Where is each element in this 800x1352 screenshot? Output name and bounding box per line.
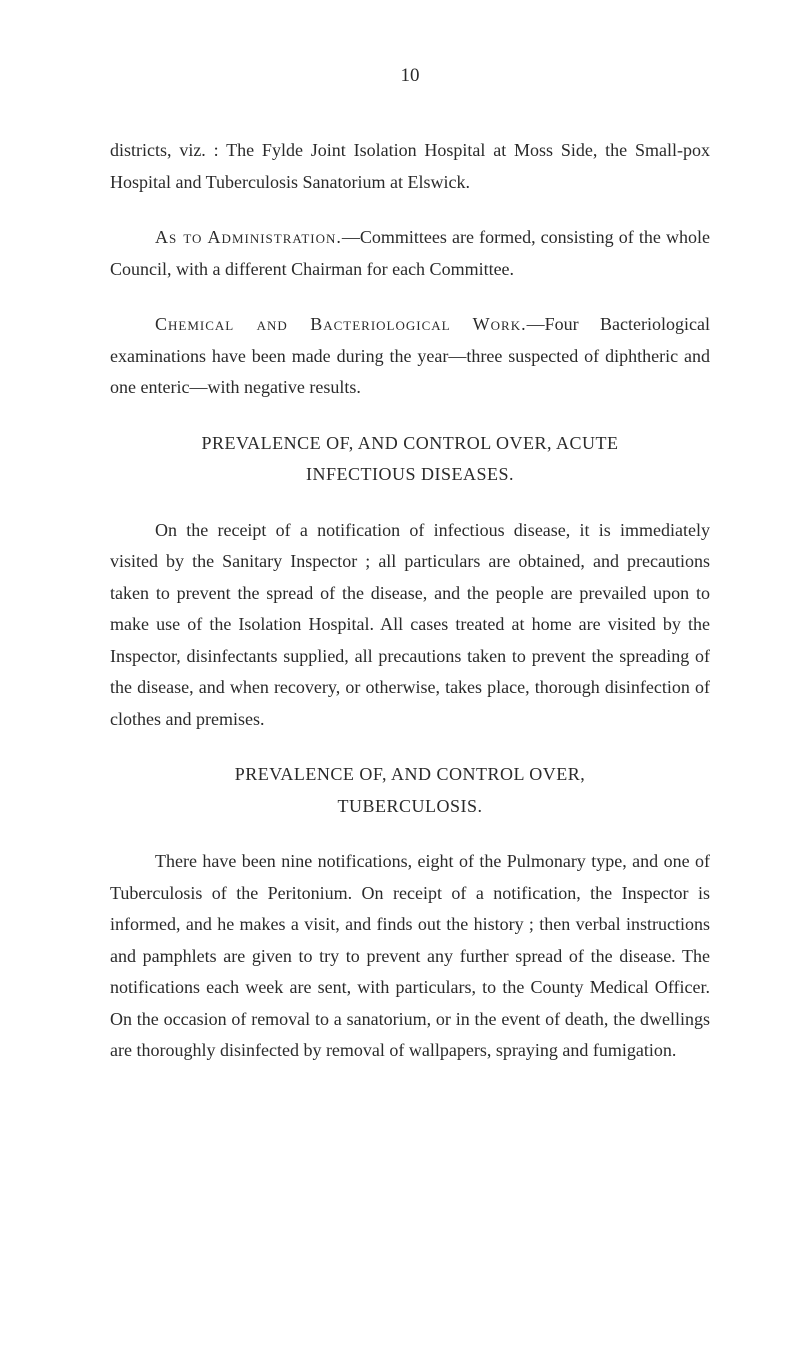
paragraph-tuberculosis-notifications: There have been nine notifications, eigh… <box>110 846 710 1067</box>
lead-chemical: Chemical and Bacteriological Work. <box>155 314 527 334</box>
paragraph-chemical: Chemical and Bacteriological Work.—Four … <box>110 309 710 404</box>
paragraph-administration: As to Administration.—Committees are for… <box>110 222 710 285</box>
page-number: 10 <box>110 65 710 87</box>
heading-tb-line-2: TUBERCULOSIS. <box>337 796 482 816</box>
paragraph-districts: districts, viz. : The Fylde Joint Isolat… <box>110 135 710 198</box>
heading-line-1: PREVALENCE OF, AND CONTROL OVER, ACUTE <box>201 433 618 453</box>
heading-line-2: INFECTIOUS DISEASES. <box>306 464 514 484</box>
paragraph-infectious-receipt: On the receipt of a notification of infe… <box>110 515 710 736</box>
heading-tuberculosis: PREVALENCE OF, AND CONTROL OVER, TUBERCU… <box>110 759 710 822</box>
heading-tb-line-1: PREVALENCE OF, AND CONTROL OVER, <box>235 764 586 784</box>
lead-administration: As to Administration. <box>155 227 342 247</box>
heading-infectious-diseases: PREVALENCE OF, AND CONTROL OVER, ACUTE I… <box>110 428 710 491</box>
